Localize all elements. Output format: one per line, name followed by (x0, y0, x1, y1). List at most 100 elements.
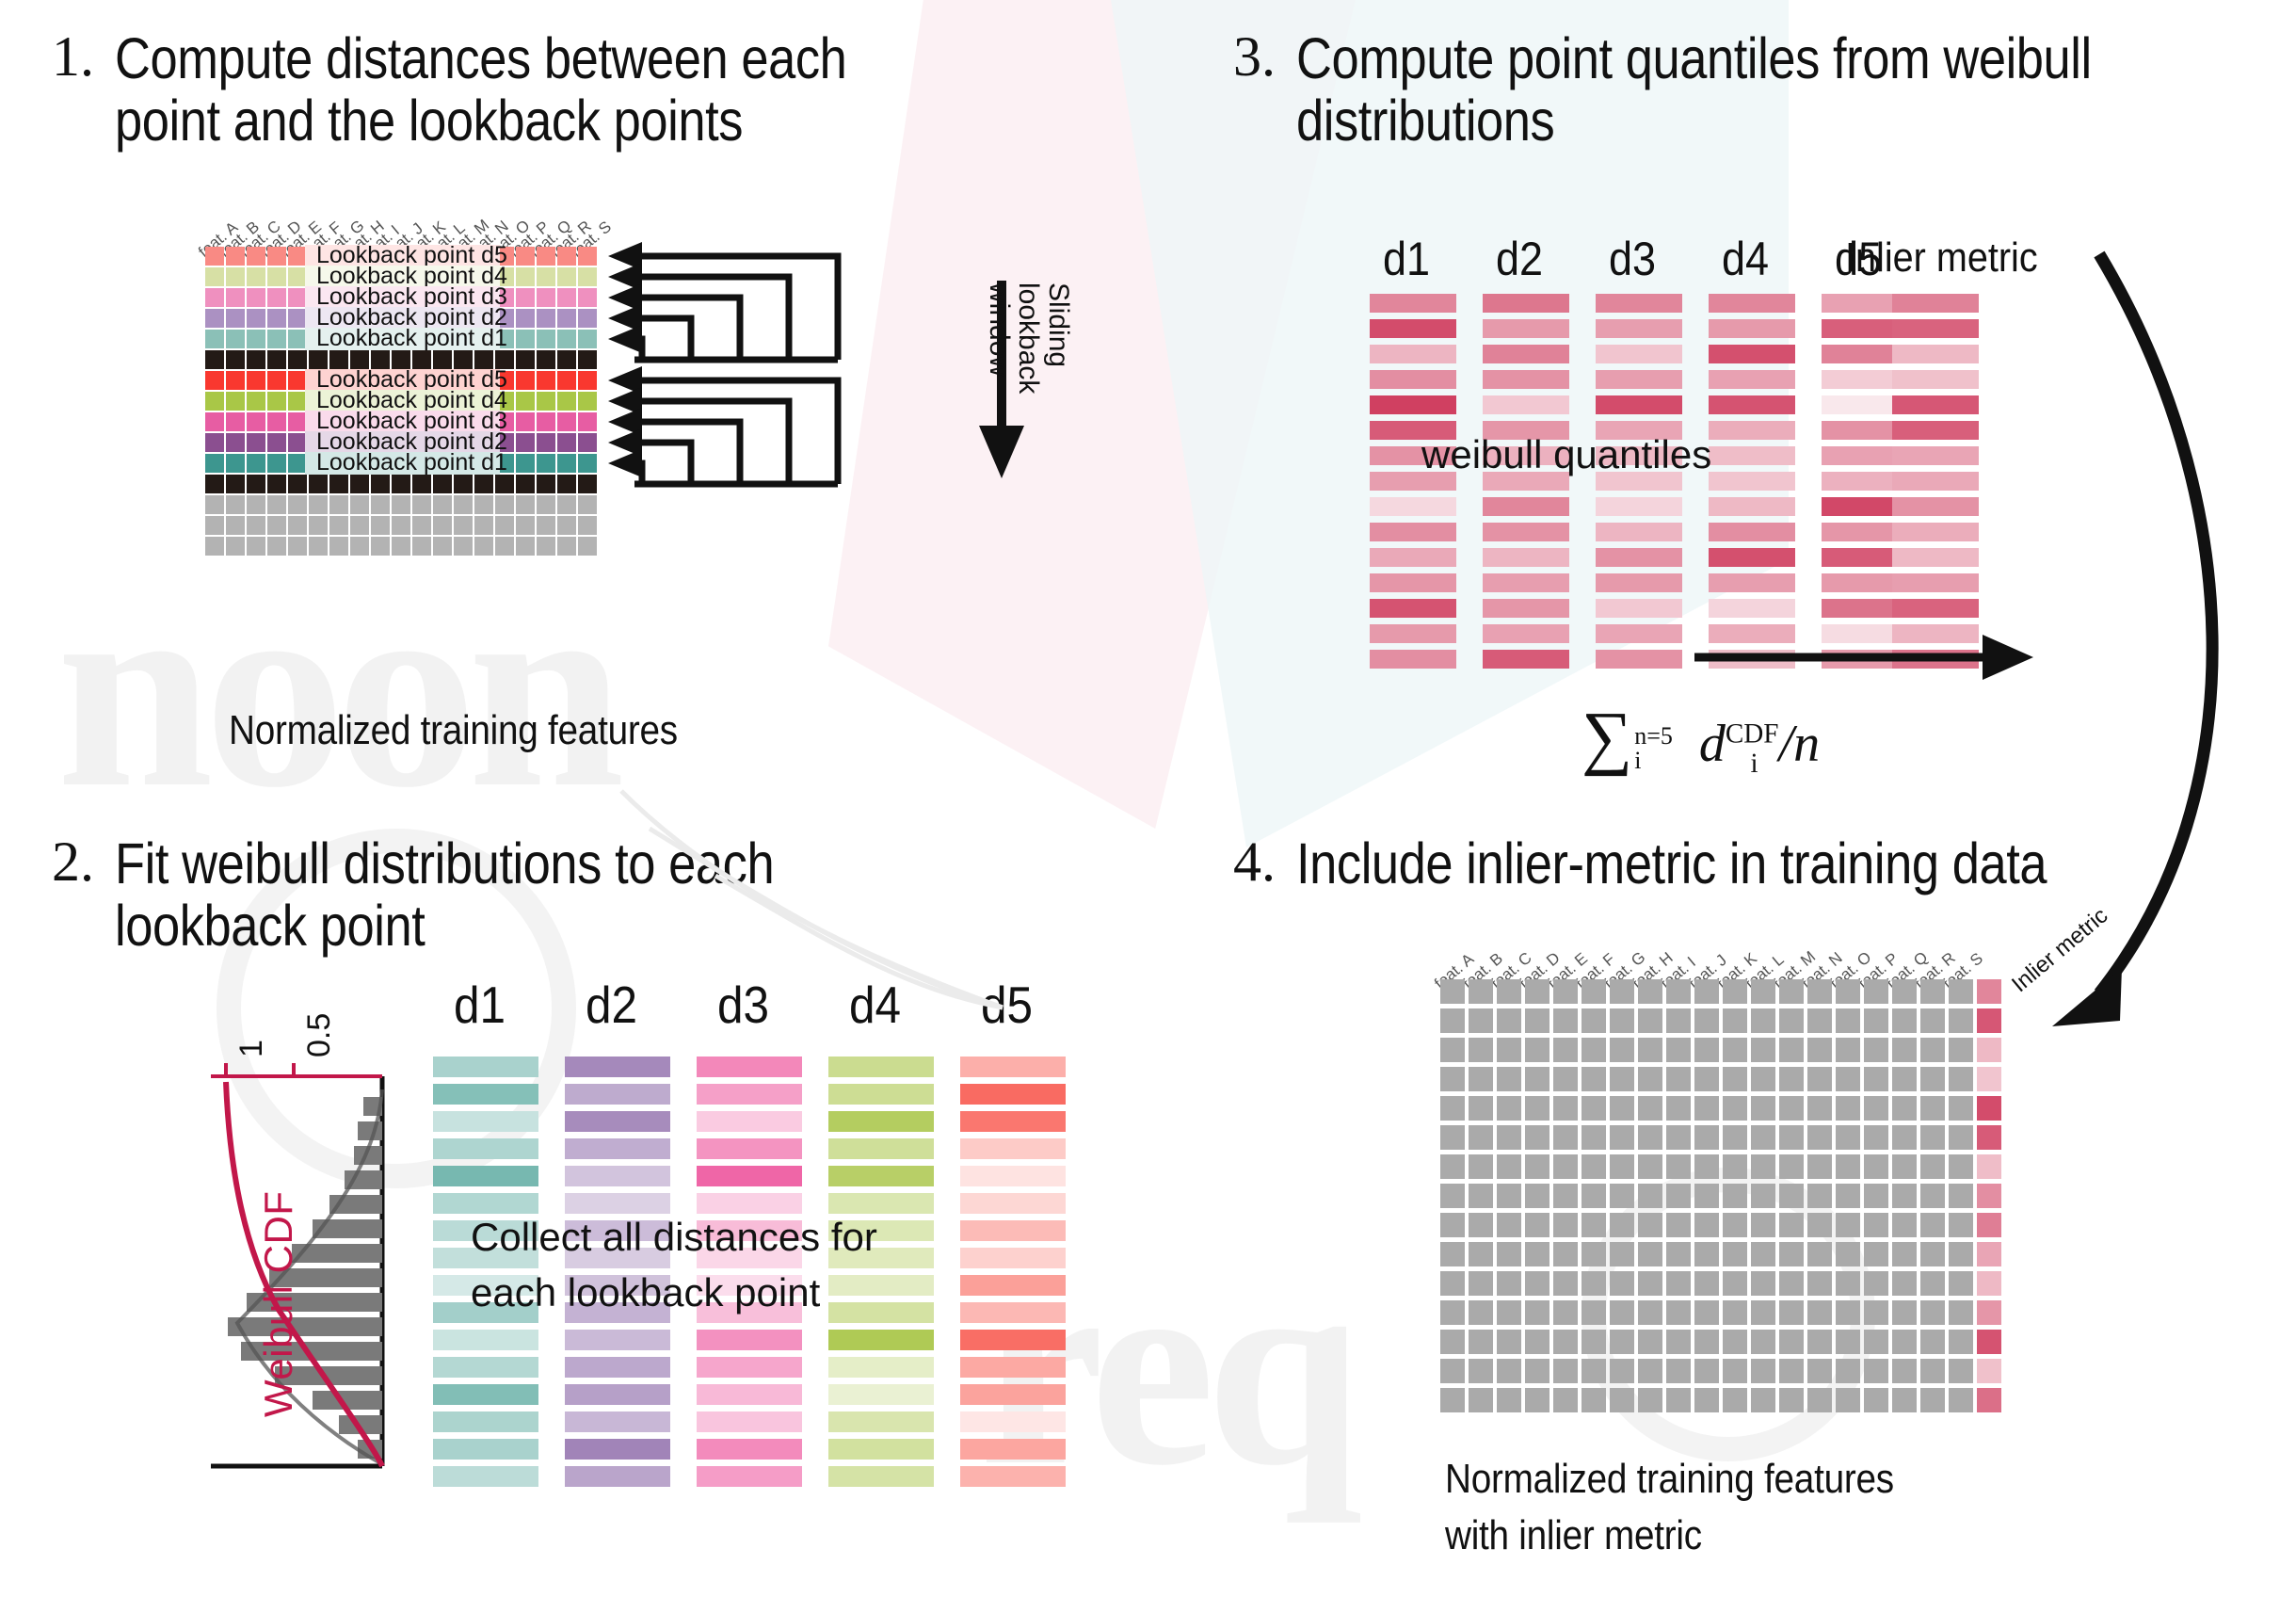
panel3-inlier-bar (1892, 624, 1979, 643)
panel4-feature-cell (1440, 1154, 1465, 1179)
panel1-cell (288, 475, 307, 493)
panel3-quantile-bar (1370, 497, 1456, 516)
panel1-cell (495, 433, 514, 452)
panel4-feature-cell (1864, 1388, 1888, 1412)
panel4-feature-cell (1553, 1330, 1578, 1354)
panel2-distance-bar (828, 1057, 934, 1077)
panel3-inlier-bar (1892, 294, 1979, 313)
panel2-distance-bar (697, 1111, 802, 1132)
panel4-feature-cell (1469, 1359, 1493, 1383)
panel4-feature-cell (1949, 1067, 1973, 1091)
panel4-feature-cell (1525, 1067, 1549, 1091)
panel4-feature-cell (1497, 1242, 1521, 1266)
panel1-cell (495, 475, 514, 493)
panel3-quantile-bar (1822, 395, 1908, 414)
panel4-feature-cell (1892, 1125, 1917, 1150)
panel4-feature-cell (1920, 1300, 1945, 1325)
panel1-cell (205, 267, 224, 286)
panel4-feature-cell (1582, 1300, 1606, 1325)
panel1-cell (537, 309, 555, 328)
panel4-feature-cell (1638, 1359, 1662, 1383)
panel1-cell (495, 516, 514, 535)
panel4-feature-cell (1807, 1096, 1832, 1121)
panel4-feature-cell (1779, 1154, 1804, 1179)
panel4-feature-cell (1949, 1388, 1973, 1412)
panel1-cell (412, 495, 431, 514)
panel3-formula: ∑ n=5 i dCDFi /n (1582, 697, 1820, 780)
panel3-quantile-bar (1822, 446, 1908, 465)
panel2-distance-bar (565, 1193, 670, 1214)
panel1-cell (350, 475, 369, 493)
panel4-feature-cell (1553, 1154, 1578, 1179)
panel3-quantile-bar (1822, 472, 1908, 491)
panel4-feature-cell (1864, 1184, 1888, 1208)
panel1-cell (247, 247, 265, 266)
panel1-cell (267, 267, 286, 286)
step-1-number: 1. (52, 25, 94, 88)
panel4-feature-cell (1440, 1330, 1465, 1354)
panel3-quantile-bar (1370, 650, 1456, 669)
panel4-feature-cell (1582, 1096, 1606, 1121)
panel4-feature-cell (1836, 1125, 1860, 1150)
panel1-cell (433, 516, 452, 535)
panel1-cell (412, 537, 431, 556)
panel2-distance-bar (565, 1248, 670, 1268)
panel4-feature-cell (1807, 1242, 1832, 1266)
panel3-quantile-bar (1596, 497, 1682, 516)
panel1-cell (557, 309, 576, 328)
panel2-distance-bar (828, 1193, 934, 1214)
panel4-feature-cell (1949, 1213, 1973, 1237)
panel2-distance-bar (433, 1111, 538, 1132)
panel1-cell (454, 516, 473, 535)
panel3-quantile-bar (1483, 370, 1569, 389)
panel4-feature-cell (1751, 1184, 1775, 1208)
panel1-cell (392, 350, 410, 369)
panel3-quantile-bar (1370, 472, 1456, 491)
panel1-cell (537, 495, 555, 514)
panel1-cell (578, 537, 597, 556)
panel2-distance-bar (828, 1411, 934, 1432)
panel4-feature-cell (1694, 1300, 1719, 1325)
panel4-inlier-cell (1977, 1271, 2001, 1296)
panel1-cell (557, 454, 576, 473)
panel1-row-label: Lookback point d1 (316, 449, 507, 476)
panel4-feature-cell (1864, 1213, 1888, 1237)
panel3-quantile-bar (1596, 624, 1682, 643)
panel1-cell (557, 267, 576, 286)
panel1-row-label-band (305, 411, 500, 433)
step-4-title: Include inlier-metric in training data (1296, 831, 2047, 895)
panel4-feature-cell (1864, 1271, 1888, 1296)
panel2-distance-bar (433, 1275, 538, 1296)
panel3-quantile-bar (1596, 599, 1682, 618)
panel4-feature-cell (1892, 1038, 1917, 1062)
panel4-feature-cell (1582, 1330, 1606, 1354)
panel1-cell (350, 495, 369, 514)
panel4-feature-cell (1864, 1008, 1888, 1033)
panel4-feature-cell (1440, 1300, 1465, 1325)
panel4-feature-cell (1553, 1184, 1578, 1208)
panel1-cell (578, 350, 597, 369)
sum-lower-limit: i (1634, 747, 1642, 775)
panel1-cell (329, 495, 348, 514)
panel2-distance-bar (565, 1084, 670, 1105)
panel2-overlay-line1: Collect all distances for (471, 1215, 877, 1259)
panel1-row-label-band (305, 369, 500, 392)
step-2-title: Fit weibull distributions to each lookba… (115, 831, 775, 958)
panel4-feature-cell (1666, 1184, 1691, 1208)
panel2-distance-bar (828, 1384, 934, 1405)
panel2-column-label: d4 (849, 976, 902, 1034)
panel3-quantile-bar (1709, 421, 1795, 440)
panel2-distance-bar (697, 1466, 802, 1487)
panel4-feature-cell (1723, 1359, 1747, 1383)
panel1-cell (226, 330, 245, 348)
panel1-cell (267, 495, 286, 514)
panel4-feature-cell (1892, 1330, 1917, 1354)
panel3-inlier-bar (1892, 497, 1979, 516)
panel4-feature-cell (1807, 1359, 1832, 1383)
panel1-cell (205, 392, 224, 411)
panel4-inlier-cell (1977, 979, 2001, 1004)
panel1-cell (371, 537, 390, 556)
panel1-cell (474, 350, 493, 369)
panel1-cell (247, 454, 265, 473)
panel3-quantile-bar (1709, 650, 1795, 669)
